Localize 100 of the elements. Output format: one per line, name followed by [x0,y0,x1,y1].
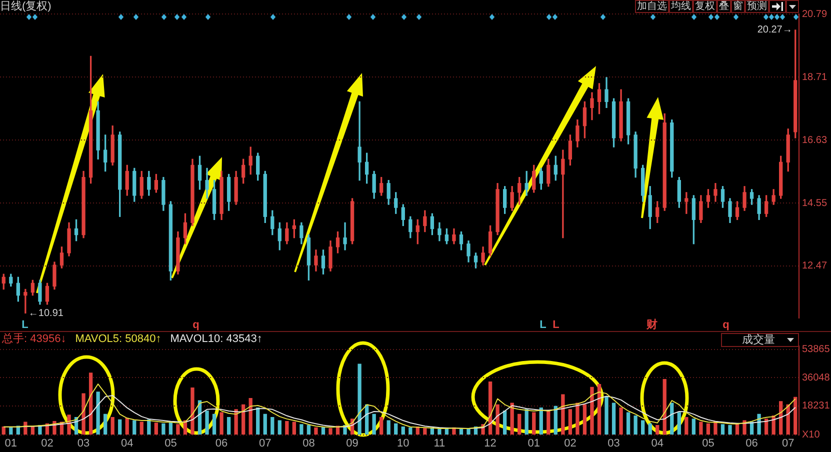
y-tick-label: 16.63 [802,134,828,146]
bar [248,398,252,435]
bar [314,427,318,435]
bar [212,414,216,435]
candlestick [24,288,28,314]
text: 复权 [693,0,717,13]
bar [459,428,464,435]
bar [285,420,289,435]
bar [670,402,674,435]
text: 总手: 43956↓ [2,333,66,345]
bar [699,422,703,435]
chart-title: 日线(复权) [0,0,52,13]
bar [764,418,768,435]
x-tick-label: 07 [259,437,272,450]
candlestick [358,101,362,181]
bar [539,408,543,435]
x-tick-label: 02 [564,437,576,450]
bar [546,410,550,435]
annotation: 成交量 [742,334,775,346]
y-tick-label: 20.79 [802,8,828,20]
bar [518,414,522,435]
bar [634,415,638,435]
bar [597,384,602,435]
text: MAVOL5: 50840↑ [75,333,162,345]
bar [576,402,580,435]
y-tick-label: X10 [802,430,820,441]
bar [554,406,558,435]
bar [328,428,332,435]
bar [226,417,231,435]
bar [604,396,608,435]
bar [677,412,681,435]
y-tick-label: 18231 [802,400,830,412]
x-tick-label: 01 [4,437,18,450]
bar [220,412,224,435]
text: 窗 [731,0,745,13]
text: 财 [646,318,658,332]
bar [648,423,652,435]
x-tick-label: 11 [434,437,446,450]
bar [256,408,260,435]
bar [720,424,725,435]
x-tick-label: 08 [302,437,315,450]
text: 叠 [717,0,731,13]
bar [641,420,645,435]
bar [662,378,666,435]
bar [162,423,166,435]
bar [656,424,660,435]
x-tick-label: 03 [77,437,90,450]
bar [234,409,238,435]
bar [582,404,587,435]
bar [524,409,528,435]
bar [372,414,376,435]
x-tick-label: 05 [702,437,714,450]
bar [612,402,616,435]
bar [794,396,798,435]
bar [103,414,108,435]
bar [423,428,427,435]
bar [408,427,412,435]
bar [110,417,114,435]
bar [125,418,129,435]
bar [626,412,630,435]
text: 加自选 [635,0,669,13]
bar [176,424,180,435]
bar [401,426,405,435]
bar [386,420,390,435]
y-tick-label: 53865 [802,344,830,356]
bar [292,422,296,435]
bar [205,410,209,435]
bar [568,409,572,435]
y-tick-label: 14.55 [802,198,828,209]
annotation: 20.27→ [757,24,792,36]
text: q [722,319,730,332]
x-tick-label: 05 [164,437,177,450]
y-tick-label: 12.47 [802,260,828,272]
bar [619,408,623,435]
bar [757,414,761,435]
text: L [22,319,29,332]
bar [532,412,536,435]
y-tick-label: 18.71 [802,72,828,83]
text: MAVOL10: 43543↑ [170,333,262,345]
bar [706,423,710,435]
text: L [552,319,560,332]
x-tick-label: 04 [651,437,664,450]
bar [132,420,136,435]
annotation: ←10.91 [28,308,64,319]
bar [684,417,688,435]
bar [154,422,158,435]
y-tick-label: 36048 [802,372,830,384]
x-tick-label: 06 [215,437,228,450]
x-tick-label: 07 [782,437,794,450]
bar [300,424,304,435]
x-tick-label: 06 [746,437,758,450]
x-tick-label: 09 [346,437,358,450]
bar [380,417,384,435]
bar [278,420,282,435]
bar [118,419,122,435]
bar [561,394,565,435]
x-tick-label: 12 [484,437,496,450]
bar [82,393,86,435]
x-tick-label: 10 [397,437,410,450]
candlestick [561,150,565,238]
